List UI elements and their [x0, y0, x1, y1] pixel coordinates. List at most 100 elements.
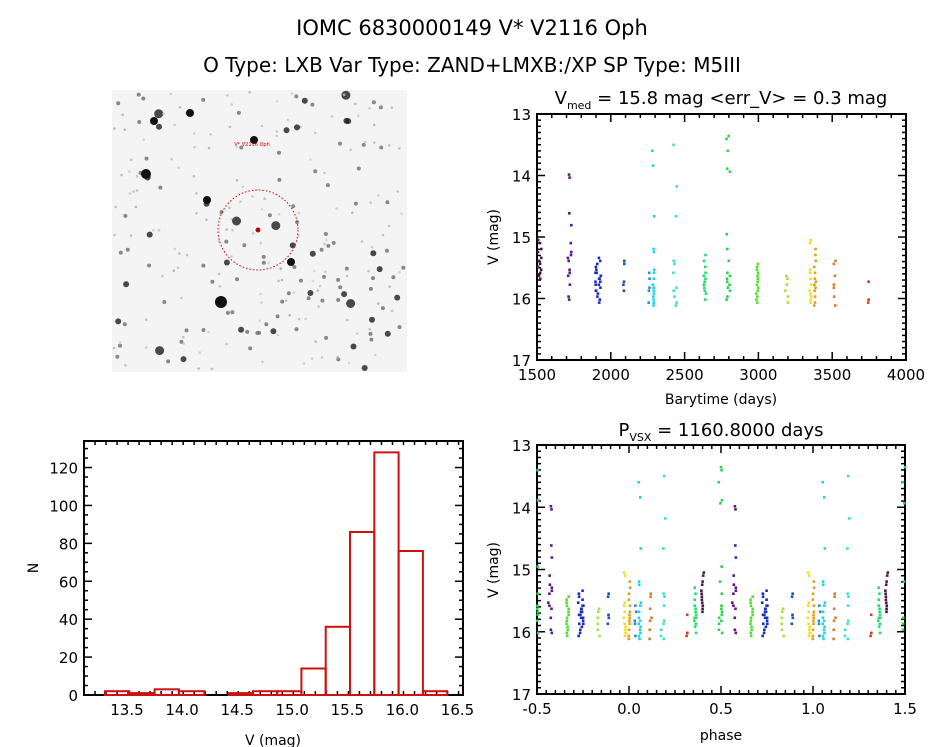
phase-point [765, 598, 768, 601]
phase-point [701, 607, 704, 611]
star [370, 246, 374, 249]
phase-point [702, 571, 706, 574]
x-tick-label: 1.0 [801, 700, 825, 718]
phase-point [749, 604, 753, 607]
light-curve-point [809, 301, 812, 304]
star [286, 291, 291, 296]
light-curve-point [726, 247, 729, 251]
light-curve-point [652, 215, 656, 218]
phase-point [812, 616, 815, 620]
star [271, 221, 281, 231]
phase-point [582, 622, 585, 626]
star [381, 233, 385, 237]
phase-point [821, 622, 824, 626]
x-tick-label: 14.5 [220, 701, 253, 719]
light-curve-point [809, 292, 812, 295]
light-curve-point [813, 271, 817, 275]
light-curve-point [597, 256, 601, 260]
star [324, 335, 329, 340]
y-tick-label: 100 [49, 497, 78, 515]
star [248, 91, 251, 94]
light-curve-point [755, 268, 759, 272]
phase-point [720, 604, 723, 607]
star [158, 185, 163, 190]
light-curve-point [833, 274, 837, 278]
star [294, 327, 299, 332]
phase-point [549, 628, 553, 632]
phase-point [581, 619, 585, 623]
phase-point [580, 607, 583, 611]
phase-point [628, 613, 631, 617]
phase-point [878, 610, 881, 614]
star [147, 263, 152, 268]
phase-point [720, 631, 724, 635]
star [180, 356, 187, 363]
light-curve-point [832, 283, 836, 286]
star [361, 365, 368, 371]
phase-point [734, 589, 738, 592]
phase-point [832, 628, 835, 632]
histogram-bar [177, 690, 206, 697]
star [185, 253, 189, 257]
light-curve-point [809, 283, 813, 286]
phase-point [884, 583, 888, 586]
phase-point [577, 613, 581, 617]
light-curve-point [834, 259, 837, 263]
light-curve-point [598, 280, 602, 283]
phase-point [734, 586, 738, 589]
light-curve-point [536, 238, 540, 242]
histogram-ylabel: N [26, 563, 42, 573]
light-curve-point [675, 286, 678, 289]
star [310, 357, 314, 360]
target-label: V* V2116 Oph [234, 142, 270, 148]
phase-point [717, 622, 721, 626]
phase-point [565, 619, 569, 623]
phase-point [765, 616, 769, 620]
star [275, 100, 279, 103]
phase-point [847, 595, 850, 598]
phase-point [885, 604, 889, 607]
phase-point [780, 616, 783, 620]
y-tick-label: 14 [512, 168, 531, 186]
phase-point [634, 634, 637, 638]
phase-point [903, 502, 906, 505]
light-curve-point [756, 286, 760, 289]
sky-stars [112, 90, 406, 371]
light-curve-point [703, 280, 706, 283]
histogram-bar [324, 625, 352, 696]
light-curve-point [814, 280, 818, 283]
phase-point [567, 613, 570, 617]
light-curve-point [755, 298, 758, 301]
light-curve-point [832, 262, 836, 266]
phase-point [885, 610, 888, 614]
phase-point [732, 592, 735, 595]
light-curve-point [756, 280, 759, 283]
phase-point [686, 631, 689, 635]
star [248, 346, 253, 351]
star [307, 290, 314, 296]
star [264, 322, 269, 327]
histogram-bar [397, 550, 424, 696]
phase-point [749, 622, 752, 626]
phase-point [567, 595, 570, 598]
light-curve-point [652, 292, 656, 295]
star [178, 252, 181, 255]
star [115, 354, 120, 359]
star [261, 254, 266, 259]
phase-point [878, 613, 882, 617]
star [401, 265, 406, 270]
light-curve-point [756, 289, 760, 292]
phase-point [648, 619, 652, 623]
phase-point [550, 589, 554, 592]
x-tick-label: 14.0 [165, 701, 198, 719]
star [376, 302, 380, 305]
light-curve-point [703, 286, 706, 289]
phase-point [812, 586, 816, 589]
star [391, 275, 396, 280]
light-curve-point [812, 304, 816, 307]
light-curve-point [598, 259, 602, 263]
light-curve-point [754, 292, 758, 295]
star [277, 279, 280, 283]
light-curve-point [756, 277, 760, 280]
y-tick-label: 16 [512, 624, 531, 642]
